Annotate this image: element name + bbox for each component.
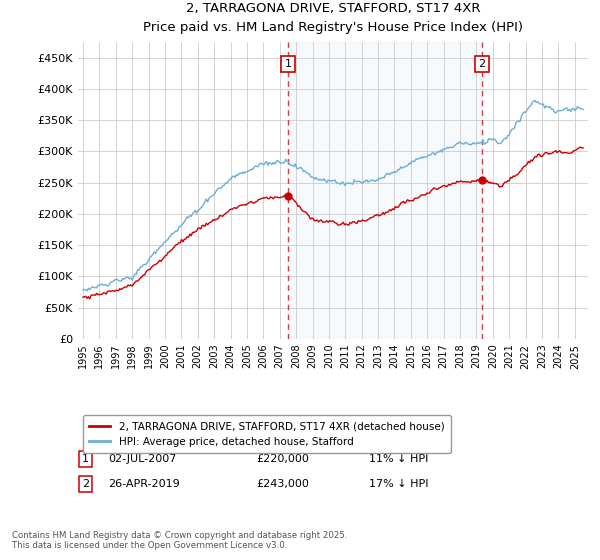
Text: 2: 2 <box>82 479 89 489</box>
Text: Contains HM Land Registry data © Crown copyright and database right 2025.
This d: Contains HM Land Registry data © Crown c… <box>12 530 347 550</box>
Bar <box>288 42 482 339</box>
Text: £220,000: £220,000 <box>257 454 310 464</box>
Text: £243,000: £243,000 <box>257 479 310 489</box>
Text: 26-APR-2019: 26-APR-2019 <box>109 479 181 489</box>
Legend: 2, TARRAGONA DRIVE, STAFFORD, ST17 4XR (detached house), HPI: Average price, det: 2, TARRAGONA DRIVE, STAFFORD, ST17 4XR (… <box>83 416 451 453</box>
Text: 1: 1 <box>284 59 292 69</box>
Text: 11% ↓ HPI: 11% ↓ HPI <box>368 454 428 464</box>
Text: 17% ↓ HPI: 17% ↓ HPI <box>368 479 428 489</box>
Text: 02-JUL-2007: 02-JUL-2007 <box>109 454 177 464</box>
Text: 1: 1 <box>82 454 89 464</box>
Text: 2: 2 <box>478 59 485 69</box>
Title: 2, TARRAGONA DRIVE, STAFFORD, ST17 4XR
Price paid vs. HM Land Registry's House P: 2, TARRAGONA DRIVE, STAFFORD, ST17 4XR P… <box>143 2 523 34</box>
